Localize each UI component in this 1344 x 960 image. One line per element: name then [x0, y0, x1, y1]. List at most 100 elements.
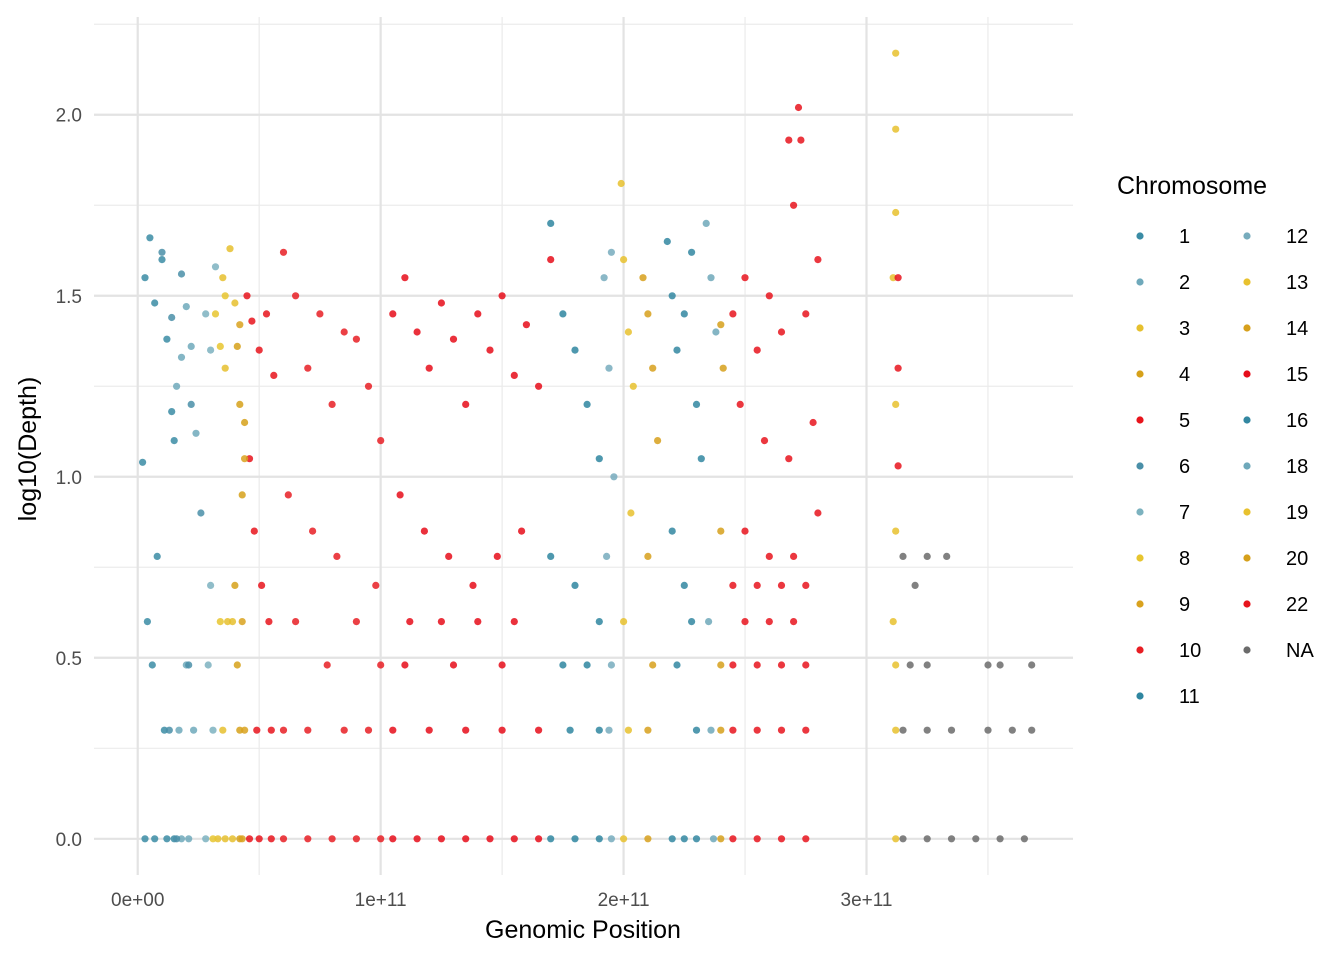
data-point [736, 400, 744, 408]
data-point [255, 346, 263, 354]
data-point [892, 400, 900, 408]
data-point [510, 618, 518, 626]
data-point [923, 726, 931, 734]
data-point [158, 256, 166, 264]
data-point [316, 310, 324, 318]
legend-label: 10 [1179, 640, 1201, 662]
legend-key [1243, 416, 1251, 424]
data-point [741, 527, 749, 535]
data-point [717, 527, 725, 535]
y-tick-label: 0.5 [56, 649, 82, 670]
data-point [663, 237, 671, 246]
data-point [413, 328, 421, 336]
data-point [270, 371, 278, 379]
data-point [148, 661, 156, 669]
data-point [352, 618, 360, 626]
data-point [797, 136, 805, 144]
data-point [141, 835, 149, 843]
legend-key [1243, 232, 1251, 240]
data-point [1028, 661, 1036, 669]
data-point [221, 292, 229, 300]
data-point [571, 835, 579, 843]
data-point [559, 661, 567, 669]
data-point [620, 256, 628, 264]
data-point [583, 400, 591, 408]
data-point [629, 382, 637, 390]
data-point [688, 248, 696, 256]
data-point [906, 661, 914, 669]
data-point [401, 274, 409, 282]
data-point [680, 581, 688, 590]
data-point [364, 726, 373, 734]
data-point [777, 726, 786, 734]
data-point [328, 835, 336, 843]
data-point [794, 103, 803, 112]
data-point [605, 726, 613, 734]
data-point [547, 219, 555, 227]
data-point [620, 618, 628, 626]
data-point [151, 835, 159, 843]
data-point [741, 618, 749, 626]
data-point [236, 321, 244, 329]
data-point [182, 303, 190, 311]
data-point [753, 581, 761, 590]
data-point [177, 270, 186, 278]
data-point [617, 179, 625, 188]
legend-item: 20 [1243, 548, 1308, 570]
data-point [267, 835, 275, 843]
legend-label: NA [1286, 640, 1314, 662]
data-point [151, 299, 159, 307]
legend-item: 18 [1243, 456, 1308, 478]
x-tick-label: 2e+11 [598, 890, 650, 911]
data-point [668, 292, 676, 300]
data-point [462, 400, 470, 408]
data-point [474, 310, 482, 318]
data-point [692, 835, 701, 843]
data-point [809, 418, 817, 427]
legend-item: 22 [1243, 594, 1308, 616]
data-point [406, 618, 414, 626]
data-point [173, 382, 181, 390]
data-point [729, 835, 737, 843]
data-point [777, 328, 786, 336]
legend-item: 3 [1136, 318, 1190, 340]
data-point [802, 726, 810, 734]
legend-label: 11 [1179, 686, 1200, 708]
legend-key [1136, 646, 1144, 654]
data-point [785, 455, 793, 463]
legend-item: 19 [1243, 502, 1308, 524]
data-point [777, 835, 786, 843]
y-tick-label: 1.5 [56, 287, 82, 308]
data-point [654, 437, 662, 445]
data-point [692, 400, 701, 408]
legend-key [1136, 692, 1144, 700]
data-point [304, 726, 312, 734]
data-point [571, 346, 579, 354]
data-point [899, 835, 907, 843]
data-point [709, 835, 718, 843]
data-point [673, 661, 681, 669]
legend-key [1136, 370, 1144, 378]
data-point [173, 835, 181, 843]
data-point [814, 509, 822, 517]
data-point [449, 335, 458, 343]
data-point [688, 618, 696, 626]
data-point [802, 661, 810, 669]
legend-item: 12 [1243, 226, 1308, 248]
data-point [911, 581, 919, 590]
y-tick-label: 1.0 [56, 468, 82, 489]
data-point [168, 408, 176, 416]
legend-item: 15 [1243, 364, 1308, 386]
data-point [175, 726, 183, 734]
data-point [425, 364, 433, 372]
legend-label: 14 [1286, 318, 1308, 340]
data-point [707, 274, 715, 282]
data-point [462, 835, 470, 843]
data-point [245, 835, 254, 843]
legend-item: 1 [1136, 226, 1190, 248]
legend-key [1243, 508, 1251, 516]
data-point [141, 274, 149, 282]
data-point [923, 552, 931, 561]
data-point [498, 292, 506, 300]
data-point [389, 835, 397, 843]
